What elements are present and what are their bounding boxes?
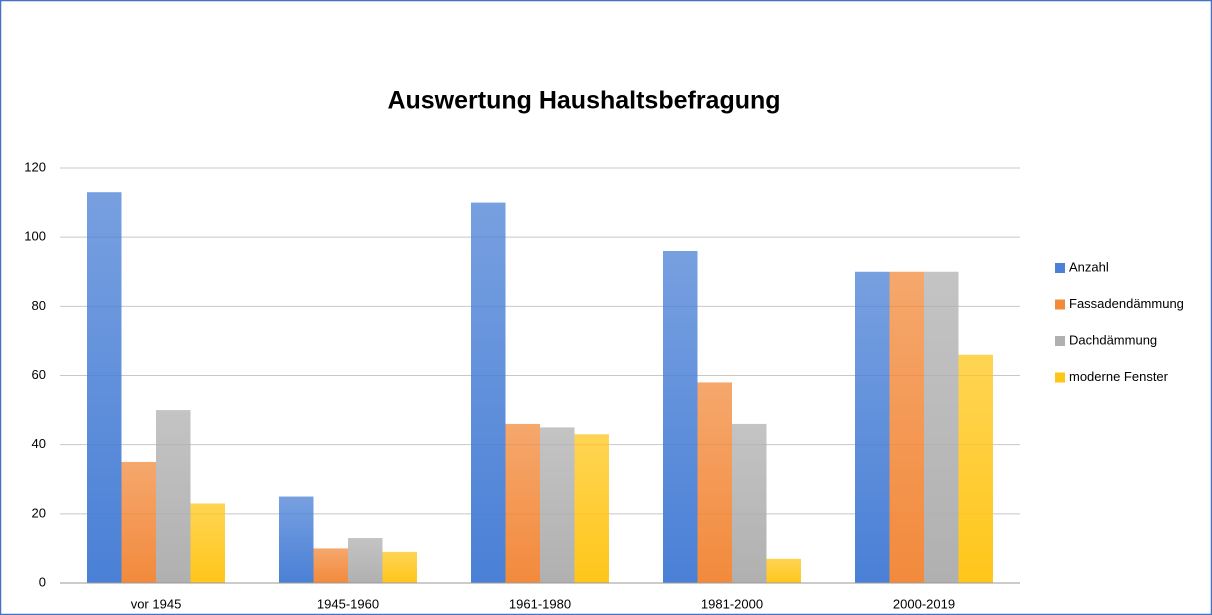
bar bbox=[697, 382, 732, 583]
legend-label: Anzahl bbox=[1069, 259, 1109, 274]
bar bbox=[279, 496, 314, 583]
bar bbox=[889, 271, 924, 583]
bar bbox=[471, 202, 506, 584]
legend-label: Fassadendämmung bbox=[1069, 296, 1184, 311]
legend-label: Dachdämmung bbox=[1069, 332, 1157, 347]
legend-swatch bbox=[1055, 372, 1065, 383]
bar bbox=[958, 354, 993, 583]
y-tick-label: 60 bbox=[32, 367, 46, 382]
bar bbox=[87, 192, 122, 584]
x-tick-label: 1961-1980 bbox=[509, 596, 571, 611]
x-tick-label: 2000-2019 bbox=[893, 596, 955, 611]
bar bbox=[540, 427, 575, 583]
bar bbox=[732, 423, 767, 583]
legend-swatch bbox=[1055, 336, 1065, 346]
x-tick-label: vor 1945 bbox=[131, 596, 182, 611]
bar bbox=[766, 558, 801, 583]
legend-label: moderne Fenster bbox=[1069, 369, 1169, 384]
y-tick-label: 0 bbox=[39, 574, 46, 589]
x-tick-label: 1981-2000 bbox=[701, 596, 763, 611]
bar bbox=[313, 548, 348, 583]
bar bbox=[505, 423, 540, 583]
bar bbox=[574, 434, 609, 583]
bar bbox=[121, 461, 156, 583]
bar bbox=[190, 503, 225, 583]
legend-swatch bbox=[1055, 299, 1065, 310]
legend-swatch bbox=[1055, 263, 1065, 273]
bar bbox=[663, 251, 698, 583]
y-tick-label: 40 bbox=[32, 436, 46, 451]
bar bbox=[924, 271, 959, 583]
y-tick-label: 120 bbox=[24, 159, 46, 174]
bar bbox=[855, 271, 890, 583]
y-tick-label: 20 bbox=[32, 505, 46, 520]
chart-title: Auswertung Haushaltsbefragung bbox=[387, 87, 780, 115]
y-tick-label: 100 bbox=[24, 229, 46, 244]
bar bbox=[156, 410, 191, 583]
y-tick-label: 80 bbox=[32, 298, 46, 313]
bar bbox=[382, 551, 417, 583]
bar bbox=[348, 538, 383, 583]
x-tick-label: 1945-1960 bbox=[317, 596, 379, 611]
